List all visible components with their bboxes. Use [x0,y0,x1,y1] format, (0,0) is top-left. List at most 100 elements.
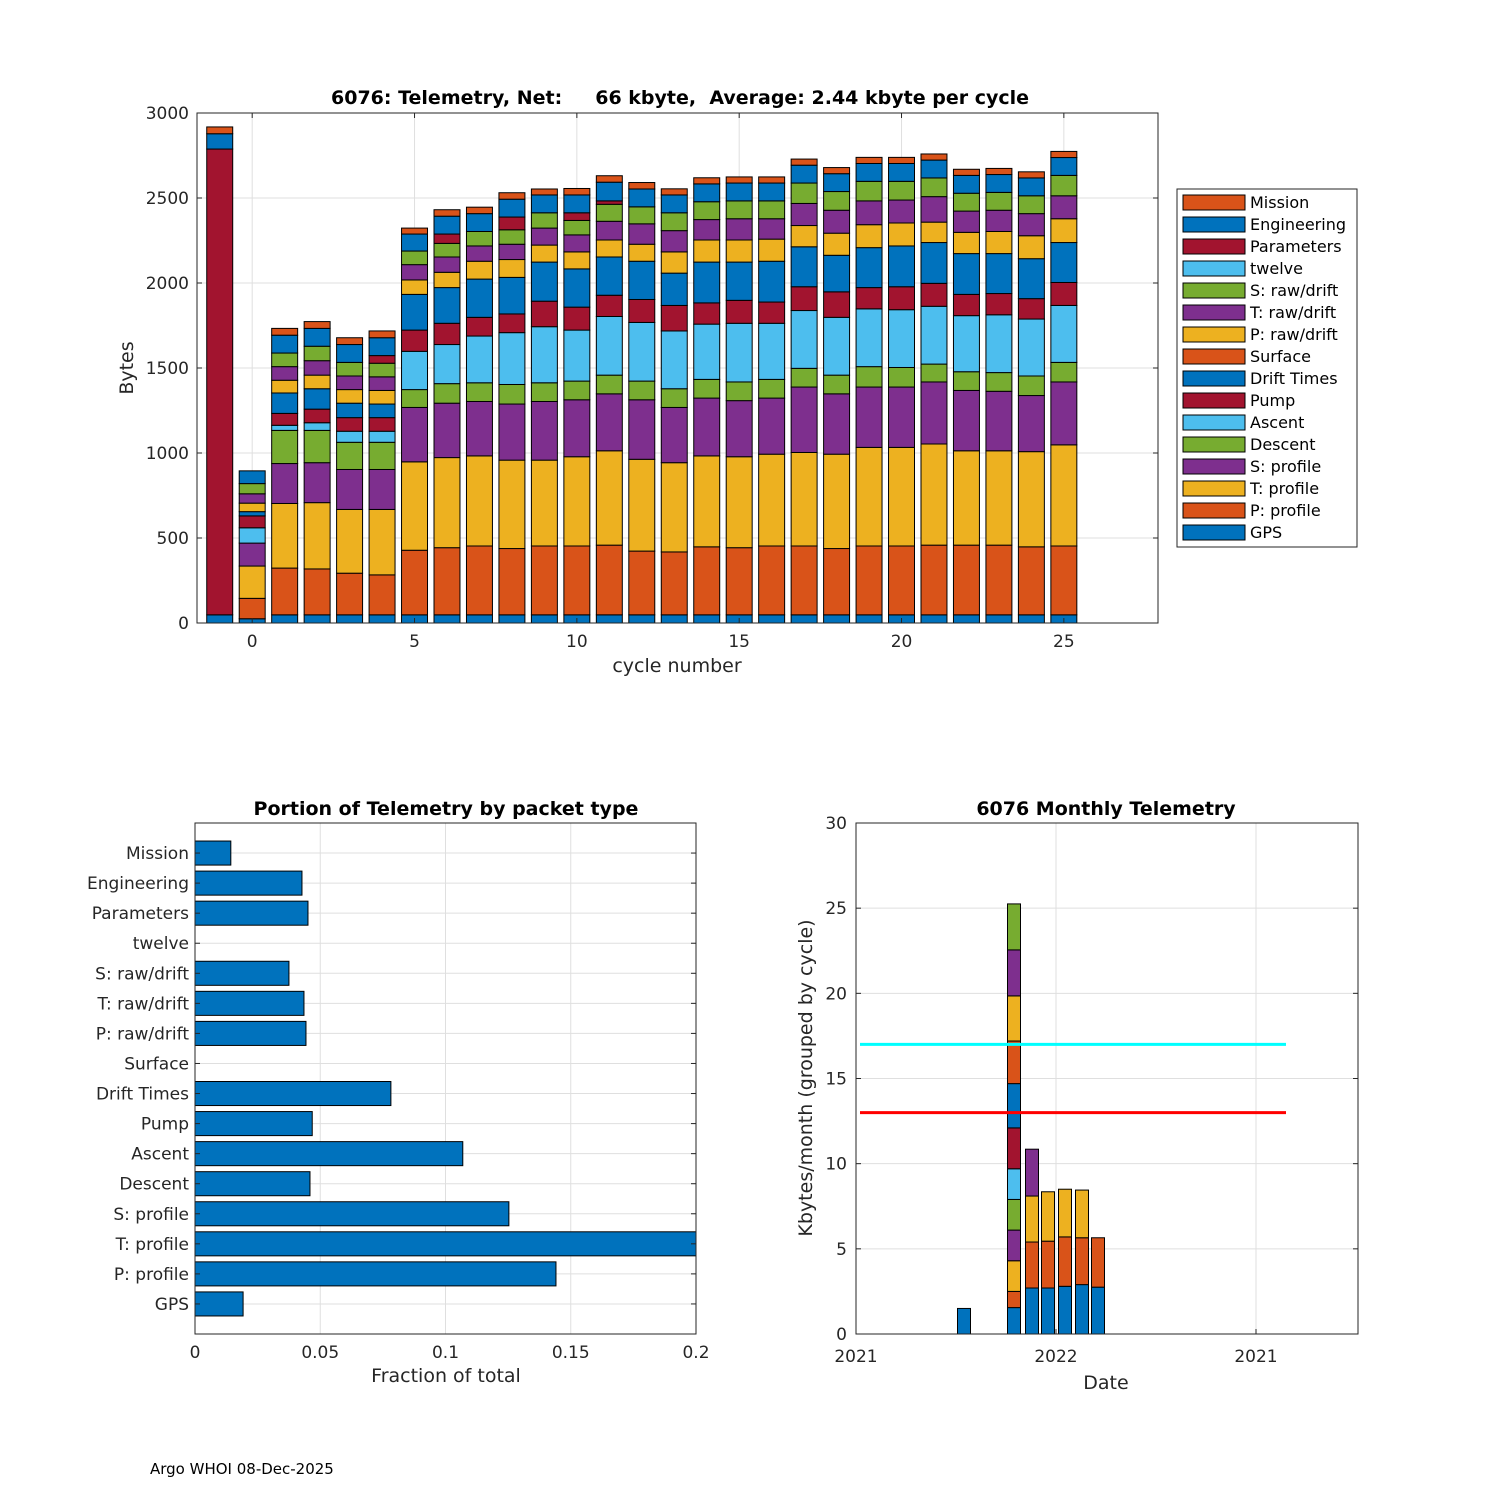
legend-swatch [1182,282,1246,299]
bar-segment [1017,258,1045,300]
bar-segment [498,332,526,385]
monthly-bar-segment [1007,1307,1021,1335]
bar-segment [985,293,1013,316]
fraction-bar [194,1141,464,1167]
legend-label: P: raw/drift [1250,325,1338,344]
bar-segment [758,182,786,202]
bar-segment [920,305,948,365]
bar-segment [271,327,299,336]
bar-segment [530,261,558,302]
bar-segment [595,294,623,317]
bar-segment [563,212,591,221]
bar-segment [498,403,526,461]
bar-segment [758,614,786,624]
bar-segment [952,389,980,452]
bar-segment [790,158,818,166]
bar-segment [888,446,916,547]
bar-segment [823,254,851,293]
bar-segment [628,188,656,208]
bar-segment [401,279,429,295]
bar-segment [563,545,591,616]
bar-segment [725,547,753,616]
y-tick-label: 500 [157,529,189,549]
monthly-bar-segment [1058,1236,1072,1287]
category-label: Parameters [92,904,189,924]
category-label: P: profile [114,1265,189,1285]
bar-segment [823,191,851,211]
top-title: 6076: Telemetry, Net: 66 kbyte, Average:… [331,87,1029,109]
bar-segment [1050,381,1078,446]
fraction-bar [194,900,309,926]
bar-segment [433,287,461,324]
bar-segment [530,400,558,461]
legend-swatch [1182,260,1246,277]
bar-segment [920,221,948,244]
legend-label: GPS [1250,523,1282,542]
bar-segment [693,323,721,380]
bar-segment [498,313,526,334]
bar-segment [563,187,591,196]
monthly-bar-segment [1091,1237,1105,1288]
monthly-bar-segment [1007,1290,1021,1309]
fraction-bar [194,960,290,986]
y-tick-label: 15 [825,1070,847,1090]
bar-segment [303,360,331,376]
bar-segment [888,222,916,247]
category-label: Surface [124,1054,189,1074]
bar-segment [433,215,461,235]
bar-segment [206,148,234,616]
bar-segment [368,508,396,576]
bar-segment [433,242,461,258]
monthly-chart: 0 5 10 15 20 25 30 2021 2022 2021 6076 Monthly Te… [795,798,1359,1394]
bar-segment [660,330,688,390]
fraction-bar [194,990,305,1016]
monthly-bar-segment [1025,1287,1039,1335]
bar-segment [498,198,526,218]
monthly-ylabel: Kbytes/month (grouped by cycle) [795,919,817,1236]
fraction-xlabel: Fraction of total [371,1365,521,1387]
bar-segment [465,230,493,247]
legend-swatch [1182,370,1246,387]
bar-segment [465,278,493,318]
x-tick-label: 25 [1053,632,1075,652]
bar-segment [336,430,364,443]
y-tick-label: 3000 [146,104,189,124]
bar-segment [628,458,656,552]
bar-segment [725,176,753,184]
bar-segment [1050,218,1078,244]
bar-segment [336,441,364,470]
bar-segment [563,329,591,382]
bar-segment [368,389,396,405]
bar-segment [595,614,623,624]
bar-segment [985,230,1013,255]
bar-segment [855,162,883,182]
bar-segment [758,545,786,616]
bar-segment [433,383,461,404]
bar-segment [271,352,299,368]
bar-segment [563,234,591,253]
bar-segment [790,545,818,616]
bar-segment [271,614,299,624]
bar-segment [920,363,948,383]
bar-segment [1050,174,1078,197]
bar-segment [1017,195,1045,215]
bar-segment [985,450,1013,546]
bar-segment [336,572,364,616]
fraction-chart: 0 0.05 0.1 0.15 0.2 Mission Engineering Paramet… [87,798,710,1387]
bar-segment [336,417,364,432]
y-tick-label: 0 [836,1325,847,1345]
bar-segment [790,164,818,184]
y-tick-label: 0 [178,614,189,634]
bar-segment [725,322,753,383]
monthly-bar-segment [1007,903,1021,951]
bar-segment [433,457,461,549]
bar-segment [1017,298,1045,320]
bar-segment [1050,361,1078,383]
bar-segment [823,167,851,175]
bar-segment [530,194,558,214]
bar-segment [888,286,916,311]
bar-segment [465,206,493,215]
bar-segment [368,362,396,378]
bar-segment [271,502,299,569]
y-tick-label: 1500 [146,359,189,379]
